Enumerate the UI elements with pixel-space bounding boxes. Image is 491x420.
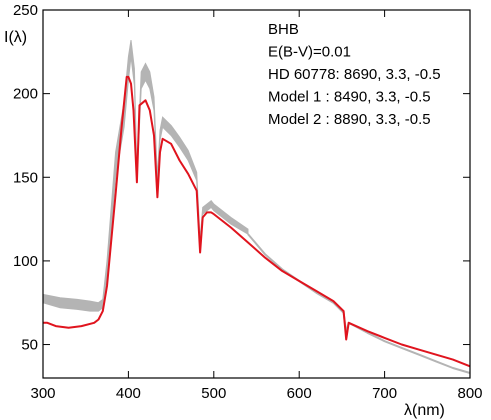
- y-tick-label: 150: [13, 169, 38, 186]
- y-tick-label: 250: [13, 2, 38, 19]
- tick-labels: 300 400 500 600 700 800 50 100 150 200 250: [13, 2, 483, 402]
- annotation-line: BHB: [268, 21, 299, 38]
- x-tick-label: 800: [457, 385, 482, 402]
- y-tick-label: 200: [13, 86, 38, 103]
- x-axis-label: λ(nm): [404, 402, 445, 419]
- x-tick-label: 600: [287, 385, 312, 402]
- annotation-line: Model 1 : 8490, 3.3, -0.5: [268, 89, 431, 106]
- x-tick-label: 300: [30, 385, 55, 402]
- series-1-line: [247, 233, 471, 374]
- x-tick-label: 400: [116, 385, 141, 402]
- annotation-line: HD 60778: 8690, 3.3, -0.5: [268, 66, 441, 83]
- annotation-line: Model 2 : 8890, 3.3, -0.5: [268, 111, 431, 128]
- plot-frame: [42, 9, 471, 379]
- y-axis-label: I(λ): [4, 29, 27, 46]
- plot-area: [42, 40, 471, 374]
- annotation-line: E(B-V)=0.01: [268, 44, 351, 61]
- y-tick-label: 50: [21, 337, 38, 354]
- axis-ticks: [42, 9, 471, 378]
- y-tick-label: 100: [13, 253, 38, 270]
- x-tick-label: 700: [372, 385, 397, 402]
- x-tick-label: 500: [201, 385, 226, 402]
- legend-annotations: BHB E(B-V)=0.01 HD 60778: 8690, 3.3, -0.5 M…: [268, 21, 441, 128]
- series-0-band: [42, 40, 249, 312]
- series-2-line: [43, 75, 471, 368]
